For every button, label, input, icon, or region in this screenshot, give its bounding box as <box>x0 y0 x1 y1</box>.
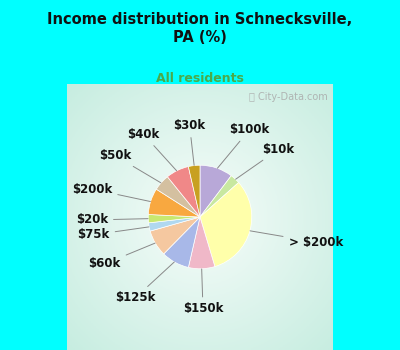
Wedge shape <box>148 215 200 223</box>
Text: $10k: $10k <box>236 143 294 179</box>
Text: $20k: $20k <box>76 214 148 226</box>
Text: $50k: $50k <box>99 149 161 183</box>
Wedge shape <box>156 177 200 217</box>
Text: $100k: $100k <box>218 123 270 168</box>
Wedge shape <box>168 167 200 217</box>
Text: $75k: $75k <box>78 227 149 241</box>
Text: > $200k: > $200k <box>250 231 343 248</box>
Wedge shape <box>164 217 200 267</box>
Wedge shape <box>200 183 252 267</box>
Wedge shape <box>148 189 200 217</box>
Wedge shape <box>200 165 231 217</box>
Text: $40k: $40k <box>128 128 176 171</box>
Wedge shape <box>188 165 200 217</box>
Text: $60k: $60k <box>88 243 155 270</box>
Text: ⓘ City-Data.com: ⓘ City-Data.com <box>249 92 328 102</box>
Wedge shape <box>200 176 239 217</box>
Wedge shape <box>188 217 215 269</box>
Wedge shape <box>150 217 200 254</box>
Text: $30k: $30k <box>174 119 206 166</box>
Text: Income distribution in Schnecksville,
PA (%): Income distribution in Schnecksville, PA… <box>47 12 353 45</box>
Text: $150k: $150k <box>183 269 223 315</box>
Text: $200k: $200k <box>72 183 150 202</box>
Text: $125k: $125k <box>115 262 174 304</box>
Wedge shape <box>148 217 200 231</box>
Text: All residents: All residents <box>156 72 244 85</box>
